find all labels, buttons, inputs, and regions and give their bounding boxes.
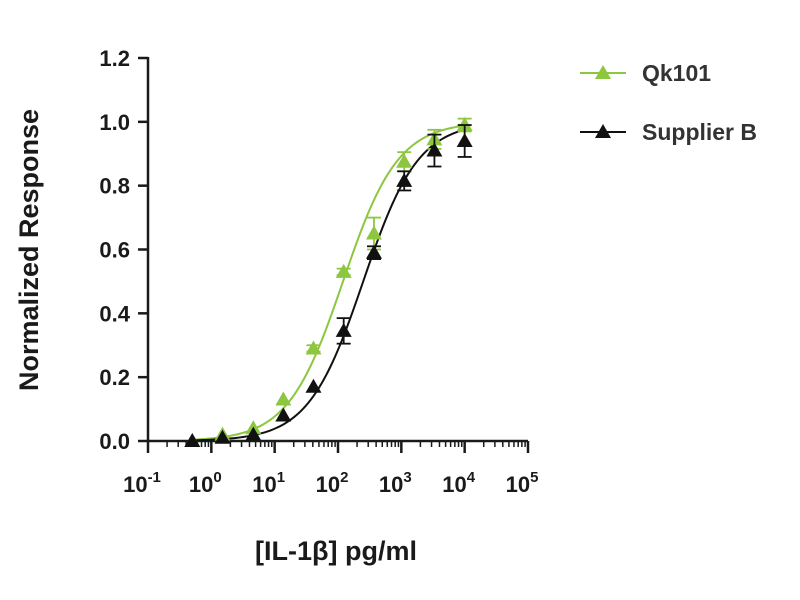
data-point [305, 378, 322, 393]
y-tick-label: 0.4 [99, 301, 130, 326]
y-tick-label: 0.8 [99, 174, 130, 199]
x-axis-title: [IL-1β] pg/ml [255, 536, 417, 566]
data-point [214, 429, 231, 444]
x-tick-base: 10 [189, 472, 213, 497]
data-point [275, 407, 292, 422]
plot-area [184, 117, 473, 447]
data-point [426, 142, 443, 157]
x-tick-base: 10 [379, 472, 403, 497]
data-point [275, 391, 292, 406]
x-tick-base: 10 [316, 472, 340, 497]
x-tick-base: 10 [442, 472, 466, 497]
x-tick-exponent: 4 [467, 469, 476, 486]
legend-marker [595, 124, 611, 138]
y-tick-label: 0.0 [99, 429, 130, 454]
data-point [456, 117, 473, 132]
data-point [396, 153, 413, 168]
x-tick-base: 10 [123, 472, 147, 497]
x-tick-label: 104 [442, 469, 475, 497]
x-tick-exponent: 2 [340, 469, 348, 486]
x-tick-base: 10 [506, 472, 530, 497]
data-point [456, 132, 473, 147]
x-tick-exponent: 1 [277, 469, 285, 486]
legend-label: Qk101 [642, 60, 711, 86]
legend-label: Supplier B [642, 119, 757, 145]
y-axis-title: Normalized Response [14, 109, 44, 391]
fit-curve [192, 124, 465, 441]
y-tick-label: 0.2 [99, 365, 130, 390]
legend: Qk101 Supplier B [580, 60, 757, 145]
x-tick-label: 102 [316, 469, 349, 497]
axes: 0.00.20.40.60.81.01.210-1 100 101 102 103 104… [99, 46, 538, 497]
x-tick-exponent: 3 [403, 469, 411, 486]
data-point [335, 263, 352, 278]
y-tick-label: 0.6 [99, 238, 130, 263]
data-point [365, 225, 382, 240]
x-tick-exponent: 5 [530, 469, 538, 486]
x-tick-base: 10 [252, 472, 276, 497]
x-tick-exponent: 0 [213, 469, 221, 486]
y-tick-label: 1.0 [99, 110, 130, 135]
data-point [335, 322, 352, 337]
x-tick-label: 101 [252, 469, 285, 497]
data-point [184, 433, 201, 447]
x-tick-exponent: -1 [148, 469, 161, 486]
data-point [305, 340, 322, 355]
x-tick-label: 10-1 [123, 469, 161, 497]
y-tick-label: 1.2 [99, 46, 130, 71]
fit-curve [192, 128, 465, 442]
x-tick-label: 105 [506, 469, 539, 497]
data-point [245, 426, 262, 441]
x-tick-label: 103 [379, 469, 412, 497]
data-point [396, 172, 413, 187]
data-point [365, 244, 382, 259]
legend-marker [595, 65, 611, 79]
x-tick-label: 100 [189, 469, 222, 497]
